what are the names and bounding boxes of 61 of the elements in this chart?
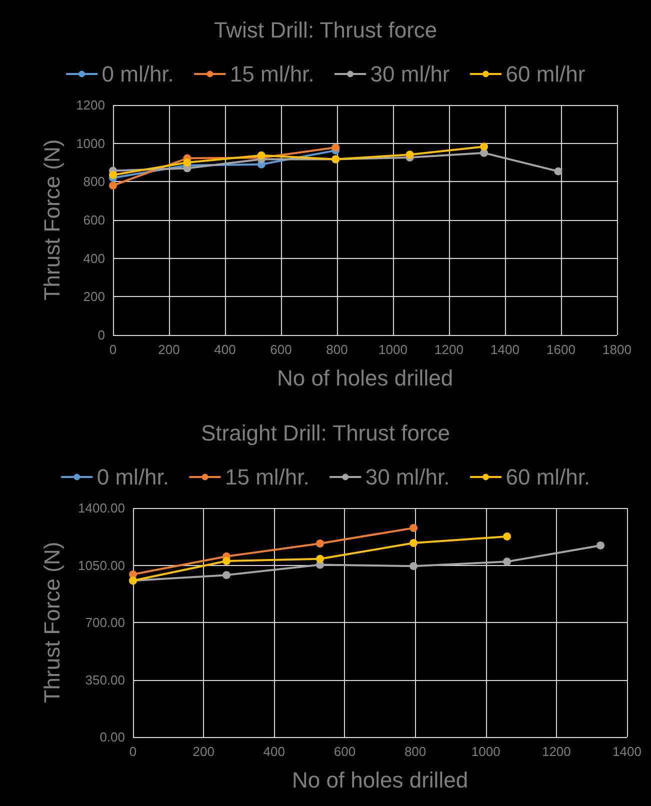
y-axis-title: Thrust Force (N) (40, 139, 64, 301)
x-tick-label: 600 (270, 342, 292, 357)
point (109, 182, 117, 190)
point (503, 558, 512, 566)
y-tick-label: 1400.00 (78, 500, 125, 516)
y-tick-label: 600 (83, 212, 105, 228)
legend-label: 30 ml/hr (370, 62, 450, 86)
legend-label: 0 ml/hr. (96, 464, 170, 490)
x-tick-label: 1400 (490, 342, 520, 357)
x-tick-label: 1000 (471, 744, 500, 759)
point (410, 562, 418, 570)
x-tick-label: 200 (158, 342, 180, 357)
y-tick-label: 700.00 (85, 615, 125, 630)
legend-label: 30 ml/hr. (365, 464, 450, 490)
chart-title: Twist Drill: Thrust force (214, 18, 438, 42)
legend-label: 60 ml/hr. (506, 464, 590, 490)
point (316, 554, 324, 563)
x-axis-title: No of holes drilled (292, 768, 468, 792)
point (257, 151, 266, 160)
y-axis-title: Thrust Force (N) (40, 542, 64, 704)
point (222, 557, 231, 565)
x-tick-label: 1000 (378, 342, 408, 357)
y-tick-label: 800 (83, 174, 105, 190)
x-tick-label: 200 (192, 744, 214, 759)
point (183, 158, 192, 166)
point (316, 539, 324, 548)
legend-label: 15 ml/hr. (230, 62, 314, 86)
point (554, 167, 562, 176)
x-tick-label: 1600 (546, 342, 576, 357)
x-tick-label: 800 (404, 744, 426, 759)
point (480, 142, 488, 151)
x-tick-label: 0 (129, 744, 137, 759)
y-tick-label: 0 (98, 328, 105, 342)
y-tick-label: 400 (83, 250, 105, 266)
x-tick-label: 1400 (612, 744, 642, 759)
point (410, 539, 418, 547)
x-axis-title: No of holes drilled (276, 366, 454, 390)
y-tick-label: 200 (83, 289, 105, 304)
x-tick-label: 1800 (602, 342, 632, 357)
x-tick-label: 600 (334, 744, 356, 759)
chart-title: Straight Drill: Thrust force (200, 420, 450, 446)
legend-label: 15 ml/hr. (225, 464, 310, 490)
x-tick-label: 1200 (434, 342, 464, 357)
x-tick-label: 400 (263, 744, 285, 759)
point (406, 150, 414, 159)
x-tick-label: 800 (326, 342, 348, 357)
y-tick-label: 1000 (76, 136, 105, 151)
legend-label: 60 ml/hr (506, 62, 586, 86)
legend-label: 0 ml/hr. (102, 62, 174, 86)
point (596, 541, 605, 550)
point (222, 571, 231, 580)
x-tick-label: 1200 (542, 744, 571, 759)
y-tick-label: 1050.00 (78, 558, 125, 573)
y-tick-label: 350.00 (85, 672, 125, 688)
y-tick-label: 0.00 (100, 730, 125, 744)
point (332, 144, 340, 152)
y-tick-label: 1200 (76, 98, 105, 112)
point (503, 532, 512, 540)
x-tick-label: 400 (214, 342, 236, 357)
point (410, 524, 418, 532)
point (109, 170, 117, 179)
